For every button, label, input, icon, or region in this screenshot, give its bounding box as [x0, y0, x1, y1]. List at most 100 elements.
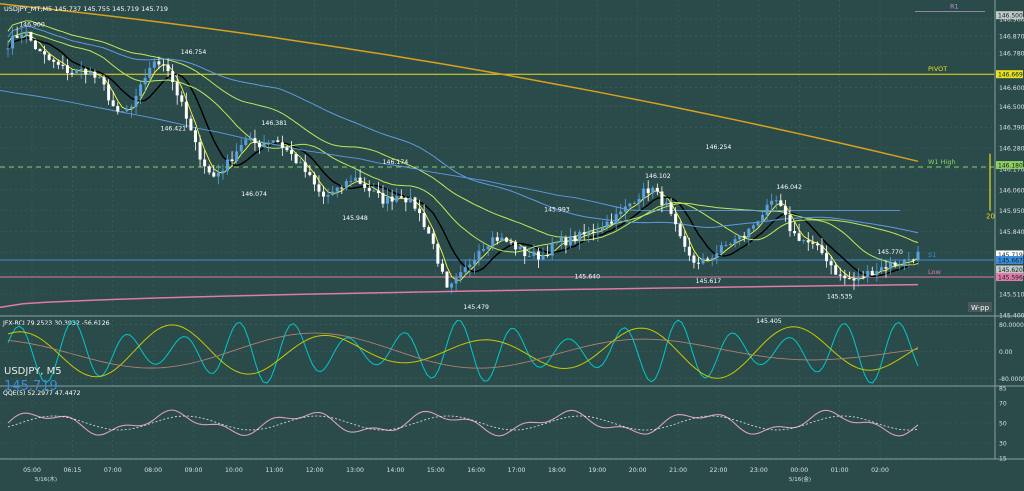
candle-body — [189, 118, 193, 131]
candle-body — [180, 95, 184, 102]
candle-body — [646, 188, 650, 194]
candle-body — [440, 263, 444, 272]
candle-body — [847, 278, 851, 280]
candle-body — [655, 187, 659, 192]
candle-body — [450, 283, 454, 288]
rci-panel: JFX-RCI 79.2523 30.3932 -56.6126 80.0000 0… — [0, 319, 1024, 384]
x-tick-label: 09:00 — [185, 467, 203, 474]
price-annotation: 146.102 — [645, 173, 671, 180]
candle-body — [504, 237, 508, 242]
candle-body — [290, 150, 294, 154]
candle-body — [20, 34, 24, 38]
candle-body — [820, 245, 824, 254]
candle-body — [399, 196, 403, 198]
x-tick-label: 06:15 — [63, 467, 81, 474]
candle-body — [363, 183, 367, 188]
candle-body — [852, 278, 856, 281]
candle-body — [907, 259, 911, 261]
candle-body — [107, 84, 111, 101]
candle-body — [719, 245, 723, 254]
qqe-tick-label: 15 — [999, 456, 1007, 463]
rci-tick-label: -80.0000 — [999, 376, 1024, 383]
candle-body — [326, 195, 330, 197]
y-tick-label: 146.280 — [999, 146, 1024, 153]
candle-body — [678, 224, 682, 237]
candle-body — [216, 172, 220, 177]
price-annotation: 146.421 — [161, 125, 187, 132]
x-tick-label: 12:00 — [306, 467, 324, 474]
candle-body — [541, 254, 545, 260]
candle-body — [893, 262, 897, 266]
candle-body — [354, 177, 358, 181]
x-tick-label: 17:00 — [508, 467, 526, 474]
ma-green-line — [7, 31, 919, 266]
level-label: Low — [928, 268, 941, 276]
candle-body — [793, 231, 797, 234]
candle-body — [674, 213, 678, 225]
x-tick-label: 10:00 — [225, 467, 243, 474]
candle-body — [11, 35, 15, 49]
x-subtick-label: 5/16(金) — [789, 475, 811, 483]
qqe-tick-label: 85 — [999, 386, 1007, 393]
level-label: R1 — [950, 2, 959, 10]
candle-body — [788, 214, 792, 232]
candle-body — [203, 159, 207, 167]
price-annotation: 145.617 — [696, 278, 722, 285]
price-tag-bg — [996, 255, 1023, 264]
qqe-panel: QQE(5) 52.2977 47.4472 85 70 50 30 15 — [0, 386, 1007, 463]
price-tag-bg — [996, 273, 1023, 282]
candle-body — [271, 140, 275, 143]
candle-body — [454, 277, 458, 284]
candle-body — [358, 177, 362, 184]
candle-body — [829, 261, 833, 266]
candle-body — [6, 48, 10, 50]
candle-body — [248, 138, 252, 140]
candle-body — [221, 170, 225, 173]
price-tag-label: 146.180 — [998, 163, 1023, 170]
qqe-tick-label: 50 — [999, 421, 1007, 428]
x-tick-label: 00:00 — [790, 467, 808, 474]
candle-body — [628, 203, 632, 207]
candle-body — [523, 246, 527, 257]
candle-body — [299, 162, 303, 164]
candle-body — [129, 106, 133, 109]
price-tag-bg — [996, 70, 1023, 79]
candle-body — [408, 197, 412, 203]
candle-body — [811, 242, 815, 244]
candle-body — [706, 258, 710, 260]
x-tick-label: 13:00 — [346, 467, 364, 474]
candle-body — [683, 236, 687, 247]
price-tag-bg — [996, 250, 1023, 259]
candle-body — [436, 243, 440, 264]
candle-body — [344, 181, 348, 189]
candle-body — [459, 272, 463, 278]
candle-body — [591, 231, 595, 233]
rci-short-line — [7, 319, 919, 384]
candle-body — [550, 243, 554, 256]
wpp-tag[interactable]: W-pp — [971, 304, 990, 312]
candle-body — [477, 250, 481, 260]
candle-body — [24, 31, 28, 35]
candle-body — [84, 68, 88, 75]
candle-body — [56, 61, 60, 65]
candle-body — [486, 246, 490, 250]
x-tick-label: 14:00 — [387, 467, 405, 474]
candle-body — [152, 61, 156, 68]
price-tag-bg — [996, 265, 1023, 274]
pivot-levels: R1 PIVOT W1 High S1 Low 20 — [0, 2, 995, 278]
candle-body — [111, 100, 115, 107]
candle-body — [97, 77, 101, 79]
candle-body — [797, 233, 801, 241]
y-tick-label: 146.500 — [999, 104, 1024, 111]
candle-body — [482, 249, 486, 251]
candle-body — [171, 71, 175, 82]
rci-tick-label: 80.0000 — [999, 322, 1024, 329]
candle-body — [120, 111, 124, 113]
candle-body — [230, 159, 234, 162]
price-tag-label: 145.719 — [998, 252, 1023, 259]
candle-body — [413, 197, 417, 209]
candle-body — [225, 159, 229, 171]
candle-body — [148, 67, 152, 78]
candle-body — [605, 221, 609, 228]
candle-body — [258, 143, 262, 148]
